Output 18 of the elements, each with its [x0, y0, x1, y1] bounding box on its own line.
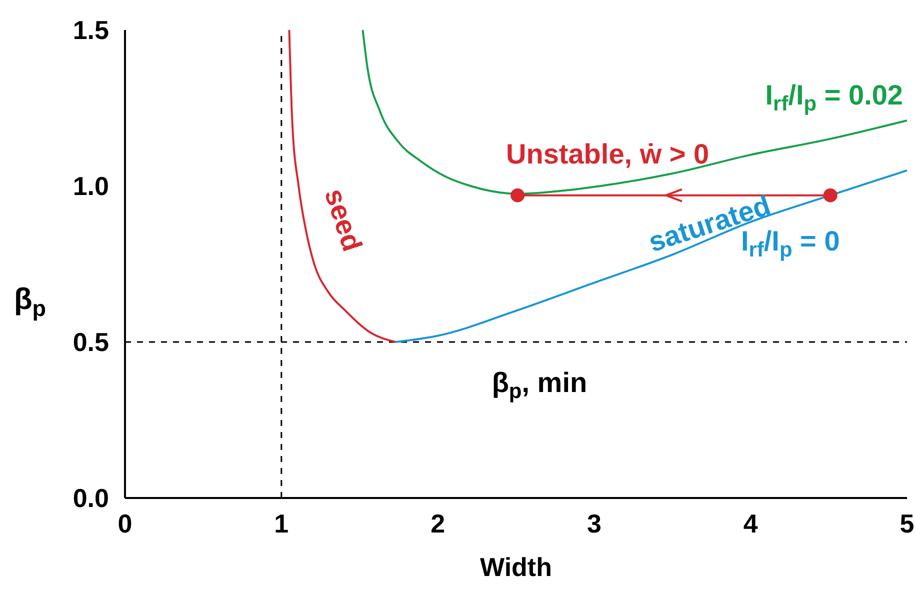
x-axis-title: Width	[480, 552, 552, 582]
y-tick-label: 1.0	[72, 171, 109, 202]
series-label: I$_{rf}$/I$_{p}$ = 0.02	[765, 79, 903, 116]
y-tick-label: 0.5	[72, 327, 109, 358]
line-series	[288, 30, 397, 343]
y-tick-label: 0.0	[72, 483, 109, 514]
x-tick-label: 5	[900, 508, 914, 538]
y-axis-title: β$_{p}$	[14, 283, 46, 321]
y-tick-label: 1.5	[72, 15, 109, 46]
text: seed	[318, 184, 368, 256]
x-tick-label: 2	[430, 508, 446, 538]
x-tick-label: 1	[274, 508, 289, 538]
line-series	[394, 169, 907, 343]
series-label: Unstable, ẇ > 0	[506, 138, 710, 170]
x-tick-label: 0	[118, 508, 132, 538]
ref-line-label: β$_{p}$, min	[492, 367, 588, 404]
x-tick-label: 3	[586, 508, 602, 538]
x-tick-label: 4	[743, 508, 758, 538]
